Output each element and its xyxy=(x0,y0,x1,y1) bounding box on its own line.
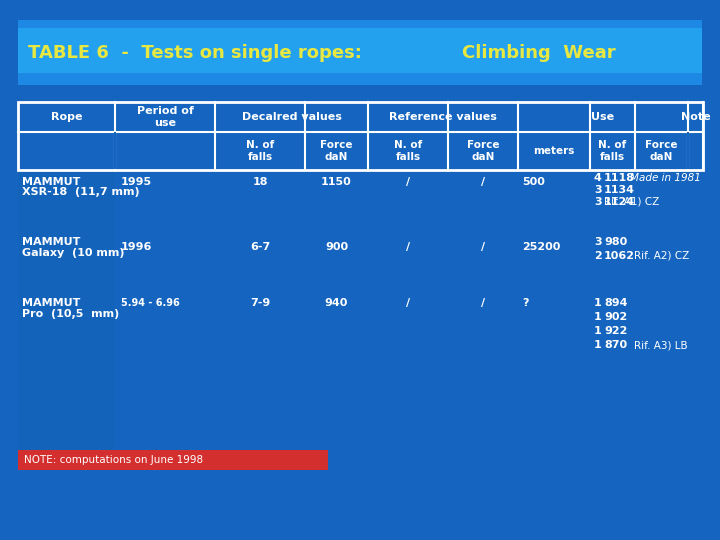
Text: Galaxy  (10 mm): Galaxy (10 mm) xyxy=(22,248,125,258)
Text: Rope: Rope xyxy=(50,112,82,122)
Text: /: / xyxy=(406,298,410,308)
Text: N. of
falls: N. of falls xyxy=(394,140,422,162)
Bar xyxy=(687,132,689,169)
Bar xyxy=(18,28,702,73)
Text: TABLE 6  -  Tests on single ropes:: TABLE 6 - Tests on single ropes: xyxy=(28,44,362,62)
Text: Pro  (10,5  mm): Pro (10,5 mm) xyxy=(22,309,120,319)
Text: 870: 870 xyxy=(604,340,627,350)
Text: Use: Use xyxy=(591,112,615,122)
Bar xyxy=(18,170,115,460)
Text: N. of
falls: N. of falls xyxy=(246,140,274,162)
Text: 3: 3 xyxy=(594,237,602,247)
Text: 1995: 1995 xyxy=(121,177,152,187)
Text: Note: Note xyxy=(680,112,711,122)
Text: 1134: 1134 xyxy=(604,185,635,195)
Text: /: / xyxy=(481,298,485,308)
Text: 980: 980 xyxy=(604,237,627,247)
Text: 940: 940 xyxy=(325,298,348,308)
Text: 6-7: 6-7 xyxy=(250,242,270,252)
Text: 894: 894 xyxy=(604,298,628,308)
Text: 3: 3 xyxy=(594,185,602,195)
Text: /: / xyxy=(481,177,485,187)
Text: 1062: 1062 xyxy=(604,251,635,261)
Text: Climbing  Wear: Climbing Wear xyxy=(462,44,616,62)
Text: Period of
use: Period of use xyxy=(137,106,194,128)
Text: MAMMUT: MAMMUT xyxy=(22,237,81,247)
Text: /: / xyxy=(406,177,410,187)
Text: Decalred values: Decalred values xyxy=(242,112,341,122)
Text: 1: 1 xyxy=(594,340,602,350)
Text: 922: 922 xyxy=(604,326,627,336)
Bar xyxy=(18,20,702,85)
Text: 3: 3 xyxy=(594,197,602,207)
Bar xyxy=(18,450,328,470)
Text: XSR-18  (11,7 mm): XSR-18 (11,7 mm) xyxy=(22,187,140,197)
Text: 902: 902 xyxy=(604,312,627,322)
Text: Force
daN: Force daN xyxy=(467,140,499,162)
Text: 500: 500 xyxy=(522,177,545,187)
Text: 1124: 1124 xyxy=(604,197,635,207)
Text: meters: meters xyxy=(534,146,575,156)
Text: 1996: 1996 xyxy=(121,242,153,252)
Text: Rif. A3) LB: Rif. A3) LB xyxy=(634,340,688,350)
Text: N. of
falls: N. of falls xyxy=(598,140,626,162)
Text: 1118: 1118 xyxy=(604,173,635,183)
Bar xyxy=(18,102,703,170)
Text: 1: 1 xyxy=(594,312,602,322)
Text: 1: 1 xyxy=(594,298,602,308)
Text: MAMMUT: MAMMUT xyxy=(22,177,81,187)
Text: 4: 4 xyxy=(594,173,602,183)
Text: 18: 18 xyxy=(252,177,268,187)
Text: MAMMUT: MAMMUT xyxy=(22,298,81,308)
Text: 5.94 - 6.96: 5.94 - 6.96 xyxy=(121,298,180,308)
Text: Force
daN: Force daN xyxy=(645,140,678,162)
Bar xyxy=(114,132,116,169)
Text: NOTE: computations on June 1998: NOTE: computations on June 1998 xyxy=(24,455,203,465)
Text: /: / xyxy=(406,242,410,252)
Text: 2: 2 xyxy=(594,251,602,261)
Text: 900: 900 xyxy=(325,242,348,252)
Text: 25200: 25200 xyxy=(522,242,560,252)
Text: 1150: 1150 xyxy=(321,177,352,187)
Text: 1: 1 xyxy=(594,326,602,336)
Text: Reference values: Reference values xyxy=(389,112,497,122)
Text: Force
daN: Force daN xyxy=(320,140,353,162)
Text: Made in 1981: Made in 1981 xyxy=(630,173,701,183)
Text: 7-9: 7-9 xyxy=(250,298,270,308)
Text: Rif. A2) CZ: Rif. A2) CZ xyxy=(634,251,689,261)
Text: ?: ? xyxy=(522,298,528,308)
Text: Rif. A1) CZ: Rif. A1) CZ xyxy=(604,197,660,207)
Text: /: / xyxy=(481,242,485,252)
